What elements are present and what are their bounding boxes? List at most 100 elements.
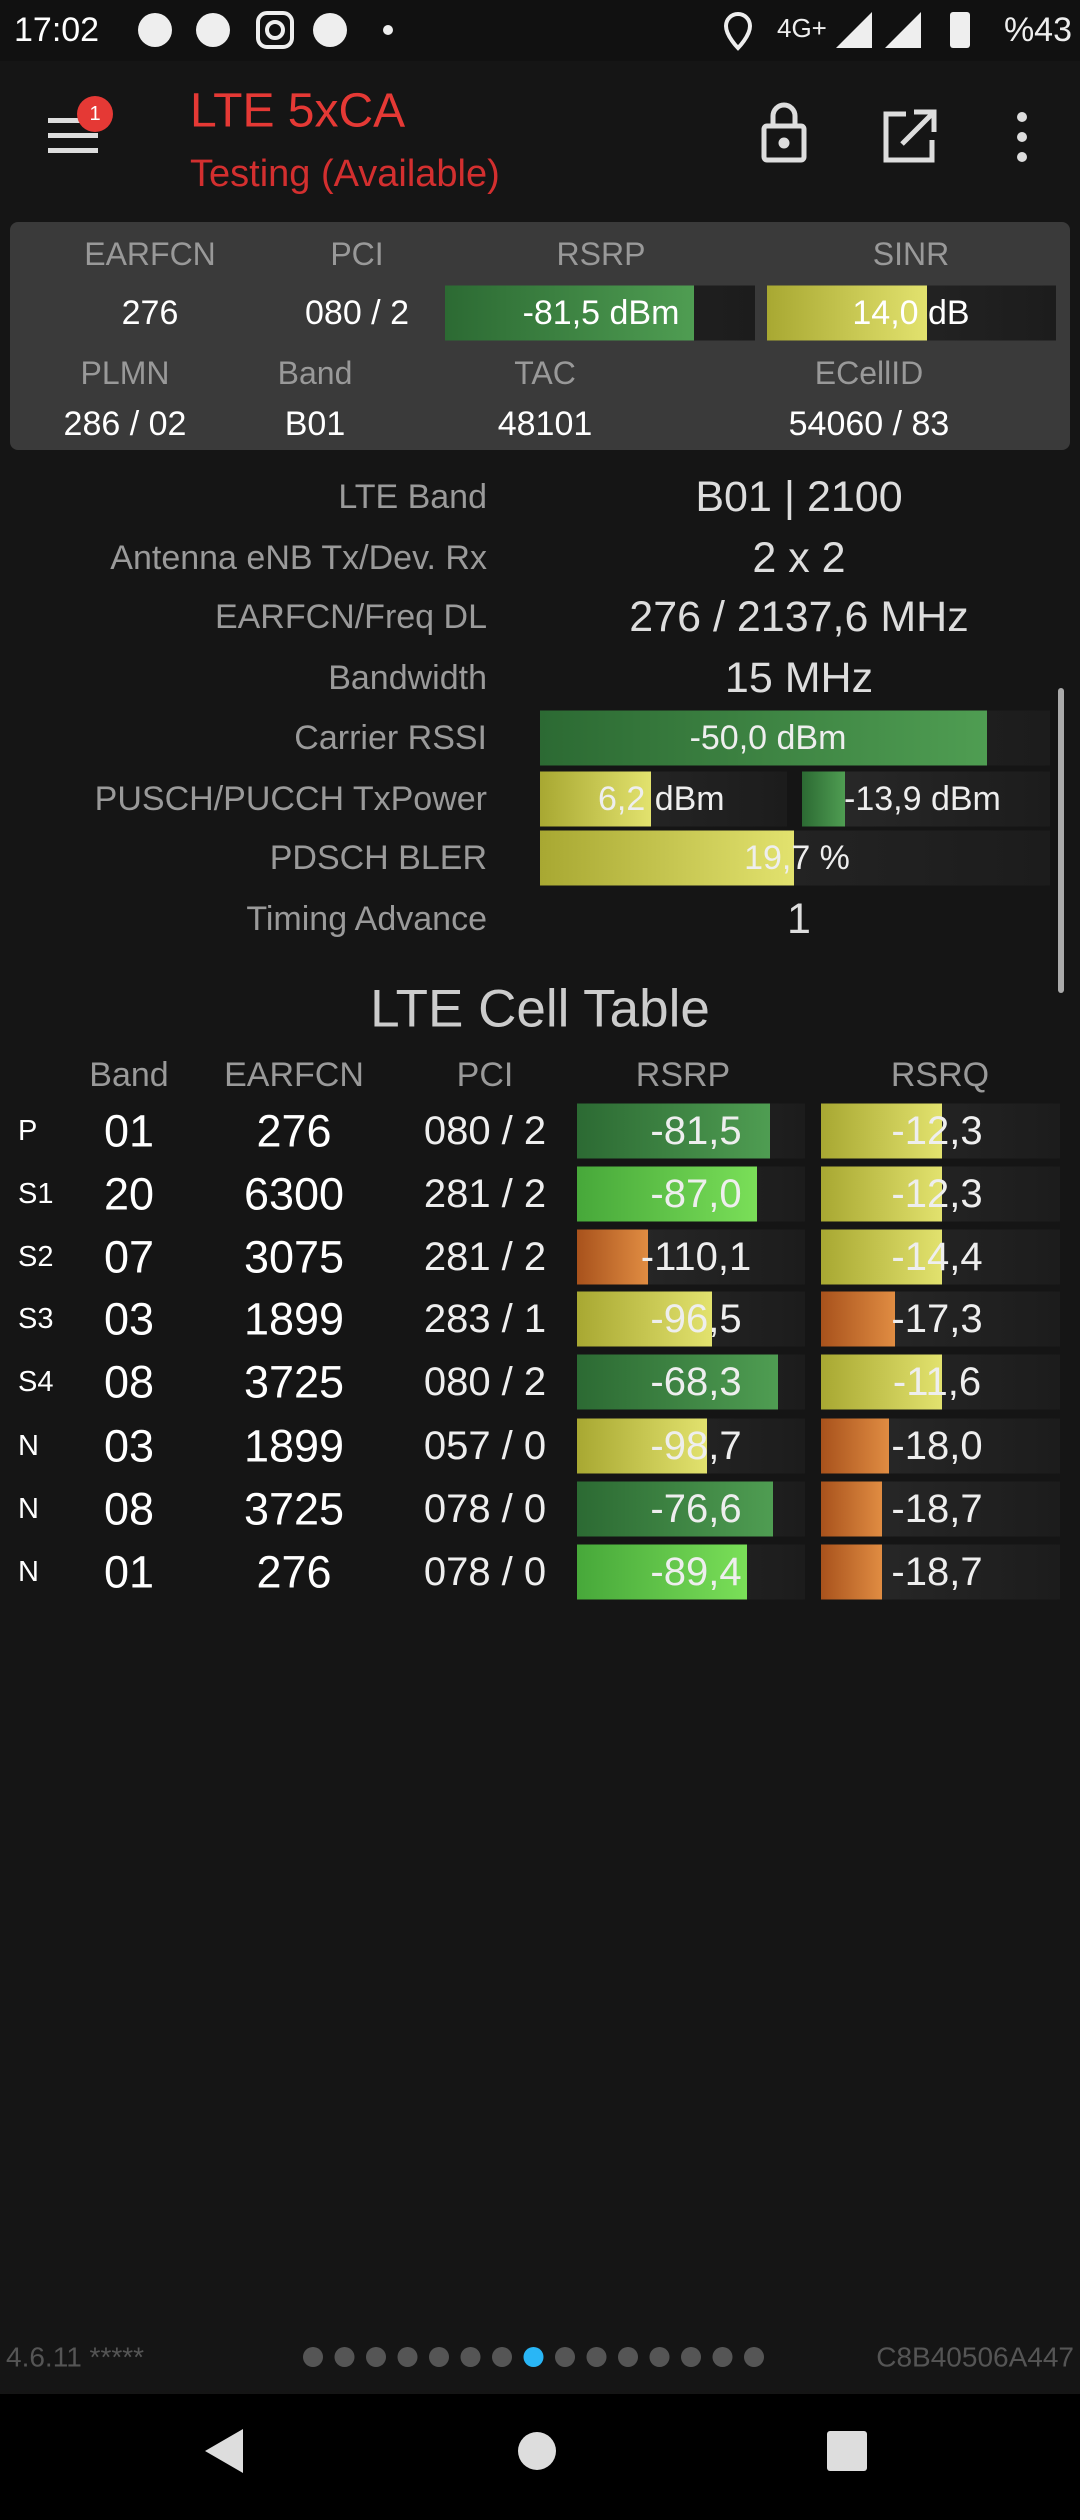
cell-rsrp: -96,5 — [650, 1297, 741, 1341]
meter-fill — [445, 285, 694, 341]
details: LTE Band B01 | 2100 Antenna eNB Tx/Dev. Rx… — [95, 473, 1050, 943]
column-header: RSRQ — [891, 1056, 989, 1094]
meter-fill — [540, 710, 987, 766]
cell-role: N — [18, 1493, 39, 1525]
cell-role: N — [18, 1556, 39, 1588]
cell-rsrq: -18,0 — [891, 1424, 982, 1468]
cell-pci: 078 / 0 — [424, 1550, 546, 1594]
meter-fill — [577, 1103, 770, 1159]
device-id: C8B40506A447 — [876, 2342, 1074, 2373]
column-header: EARFCN — [224, 1056, 364, 1094]
cell-earfcn: 276 — [256, 1547, 331, 1598]
meter-fill — [540, 771, 651, 827]
cell-earfcn: 6300 — [244, 1169, 344, 1220]
page-dot — [681, 2347, 701, 2367]
cell-rsrp: -76,6 — [650, 1487, 741, 1531]
column-header: Band — [89, 1056, 168, 1094]
column-header: PCI — [457, 1056, 514, 1094]
cell-rsrq: -18,7 — [891, 1487, 982, 1531]
detail-value: -13,9 dBm — [844, 780, 1001, 818]
network-type: 4G+ — [777, 13, 827, 43]
page-dot — [586, 2347, 607, 2367]
summary-value: 080 / 2 — [305, 294, 409, 332]
open-external-button[interactable] — [883, 109, 937, 163]
summary-header: Band — [278, 355, 353, 391]
cell-rsrp: -87,0 — [650, 1172, 741, 1216]
meter-fill — [821, 1418, 889, 1474]
cell-pci: 080 / 2 — [424, 1360, 546, 1404]
cell-pci: 283 / 1 — [424, 1297, 546, 1341]
menu-button[interactable] — [48, 118, 98, 153]
summary-header: PLMN — [81, 355, 170, 391]
page-dot — [429, 2347, 449, 2367]
notification-icons — [138, 11, 393, 49]
detail-label: LTE Band — [338, 478, 487, 516]
cell-band: 01 — [104, 1106, 154, 1157]
page-dot — [744, 2347, 764, 2367]
cell-role: P — [18, 1115, 37, 1147]
cell-rsrq: -12,3 — [891, 1172, 982, 1216]
meter-fill — [577, 1544, 747, 1600]
version: 4.6.11 ***** — [6, 2342, 144, 2373]
summary-value: 276 — [122, 294, 179, 332]
meter-fill — [821, 1544, 882, 1600]
page-dot — [555, 2347, 575, 2367]
cell-pci: 078 / 0 — [424, 1487, 546, 1531]
meter-fill — [767, 285, 927, 341]
meter-fill — [821, 1481, 882, 1537]
meter-fill — [821, 1166, 942, 1222]
cell-rsrq: -17,3 — [891, 1297, 982, 1341]
detail-label: Antenna eNB Tx/Dev. Rx — [110, 539, 487, 577]
page-indicator — [303, 2347, 764, 2367]
cell-earfcn: 3725 — [244, 1484, 344, 1535]
page-dot — [366, 2347, 386, 2367]
cell-rsrq: -12,3 — [891, 1109, 982, 1153]
cell-earfcn: 3075 — [244, 1232, 344, 1283]
battery: %43 — [1004, 11, 1072, 49]
cell-earfcn: 3725 — [244, 1357, 344, 1408]
meter-fill — [821, 1103, 942, 1159]
cell-pci: 080 / 2 — [424, 1109, 546, 1153]
badge-count: 1 — [89, 103, 100, 125]
summary-value: 48101 — [498, 405, 593, 443]
detail-value: 15 MHz — [725, 654, 873, 702]
scrollbar — [1058, 688, 1064, 993]
app-title: LTE 5xCA — [190, 85, 405, 138]
lock-button[interactable] — [761, 102, 807, 163]
status-bar — [0, 0, 1080, 61]
home-button[interactable] — [518, 2432, 556, 2470]
summary-value: 54060 / 83 — [789, 405, 950, 443]
detail-label: Timing Advance — [246, 900, 487, 938]
cell-rsrq: -14,4 — [891, 1235, 982, 1279]
cell-role: S3 — [18, 1303, 53, 1335]
page-dot — [334, 2347, 355, 2367]
cell-role: N — [18, 1430, 39, 1462]
summary-header: SINR — [873, 236, 949, 272]
detail-label: PUSCH/PUCCH TxPower — [95, 780, 487, 818]
cell-rsrp: -110,1 — [641, 1235, 751, 1279]
summary-value: 14,0 dB — [852, 294, 969, 332]
detail-label: Carrier RSSI — [294, 719, 487, 757]
overflow-menu-button[interactable] — [1017, 112, 1027, 162]
detail-label: Bandwidth — [328, 659, 487, 697]
recents-button[interactable] — [827, 2431, 867, 2471]
cell-rsrp: -89,4 — [650, 1550, 741, 1594]
cell-role: S4 — [18, 1366, 53, 1398]
page-dot — [523, 2347, 544, 2367]
cell-role: S1 — [18, 1178, 53, 1210]
cell-earfcn: 276 — [256, 1106, 331, 1157]
page-dot — [460, 2347, 481, 2367]
cell-pci: 057 / 0 — [424, 1424, 546, 1468]
summary-value: B01 — [285, 405, 346, 443]
meter-fill — [577, 1291, 712, 1347]
system-icons — [723, 11, 970, 51]
meter-fill — [540, 830, 794, 886]
back-button[interactable] — [205, 2429, 243, 2473]
detail-value: B01 | 2100 — [695, 473, 902, 521]
cell-band: 08 — [104, 1357, 154, 1408]
detail-value: -50,0 dBm — [690, 719, 847, 757]
meter-fill — [821, 1229, 942, 1285]
meter-fill — [577, 1481, 773, 1537]
cell-band: 03 — [104, 1421, 154, 1472]
cell-rsrp: -81,5 — [650, 1109, 741, 1153]
